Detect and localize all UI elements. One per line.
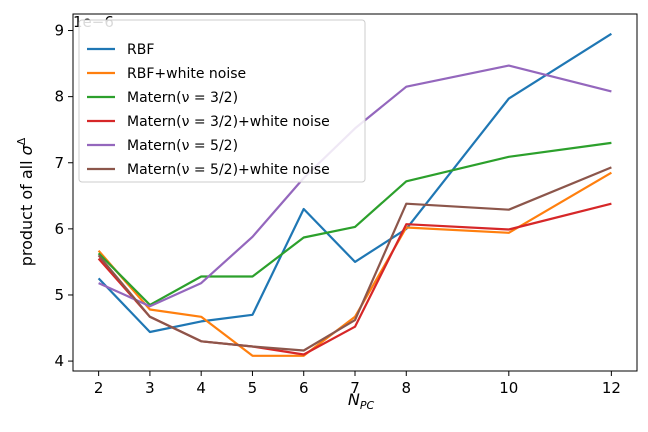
y-tick-label: 4 xyxy=(54,352,64,370)
y-tick-label: 7 xyxy=(54,154,64,172)
x-tick-label: 10 xyxy=(499,379,518,397)
x-axis-label: NPC xyxy=(348,390,375,412)
series-line xyxy=(97,32,612,334)
x-tick-label: 6 xyxy=(299,379,309,397)
legend-entry: Matern(ν = 3/2) xyxy=(127,90,238,106)
x-tick-label: 4 xyxy=(196,379,206,397)
x-tick-label: 8 xyxy=(401,379,411,397)
x-tick-label: 3 xyxy=(145,379,155,397)
series-line xyxy=(97,166,612,352)
legend-entry: Matern(ν = 5/2)+white noise xyxy=(127,162,330,178)
x-tick-label: 7 xyxy=(350,379,360,397)
series-line xyxy=(97,171,612,357)
legend-entry: RBF xyxy=(127,42,154,58)
y-tick-label: 5 xyxy=(54,286,64,304)
legend-entry: Matern(ν = 3/2)+white noise xyxy=(127,114,330,130)
series-line xyxy=(97,141,612,306)
x-tick-label: 5 xyxy=(248,379,258,397)
legend-entry: Matern(ν = 5/2) xyxy=(127,138,238,154)
x-tick-label: 12 xyxy=(602,379,621,397)
legend: RBF RBF+white noise Matern(ν = 3/2) Matern(… xyxy=(78,19,366,183)
legend-box xyxy=(78,19,366,183)
y-axis: 4 5 6 7 8 9 xyxy=(54,22,73,370)
x-axis: 2 3 4 5 6 7 8 10 12 xyxy=(94,371,621,397)
y-tick-label: 6 xyxy=(54,220,64,238)
x-tick-label: 2 xyxy=(94,379,104,397)
y-tick-label: 8 xyxy=(54,88,64,106)
legend-entry: RBF+white noise xyxy=(127,66,246,82)
y-tick-label: 9 xyxy=(54,22,64,40)
y-axis-label: product of all σΔ xyxy=(15,137,36,266)
